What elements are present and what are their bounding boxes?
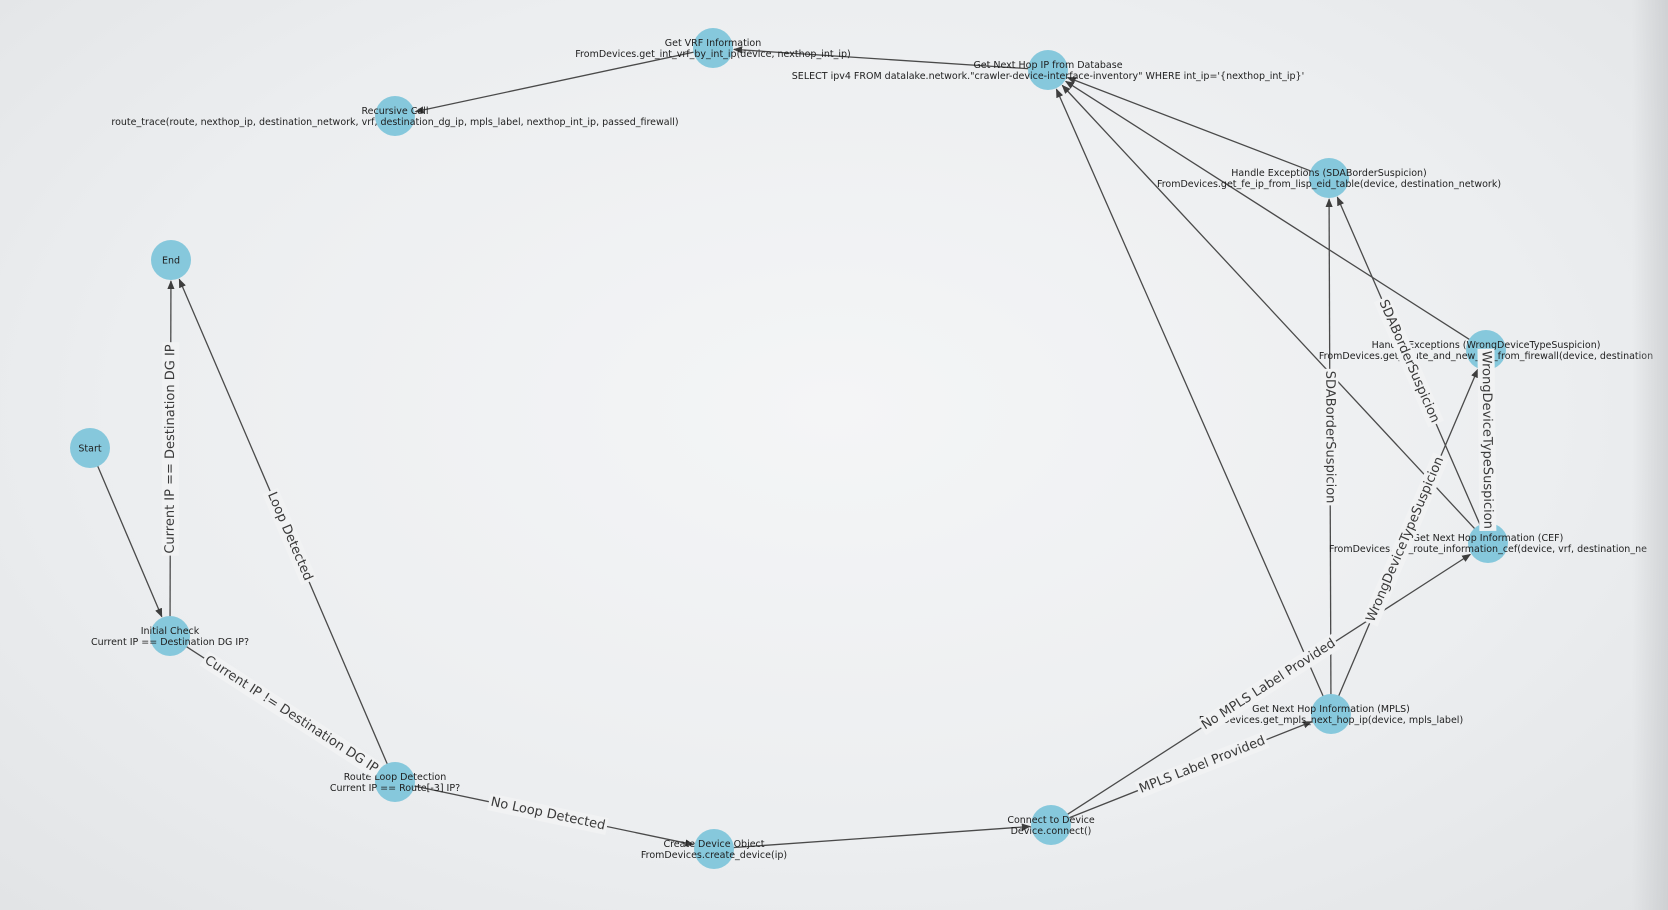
edge-label-background [1196,633,1341,736]
node-detail: FromDevices.get_int_vrf_by_int_ip(device… [575,49,850,60]
node-circle [70,428,110,468]
node-detail: route_trace(route, nexthop_ip, destinati… [111,117,678,128]
node-circle [1028,50,1068,90]
node-create-device: Create Device ObjectFromDevices.create_d… [641,829,787,869]
edge-cef-to-next-hop-db [1061,84,1476,530]
edge-label-background [199,651,384,779]
node-title: Handle Exceptions (SDABorderSuspicion) [1231,168,1427,179]
edge-label: WrongDeviceTypeSuspicion [1479,351,1496,529]
node-detail: FromDevices.get_route_information_cef(de… [1329,544,1647,555]
edge-label-background [1134,731,1270,799]
edge-label: Loop Detected [264,490,315,583]
edge-create-device-to-connect [732,823,1031,849]
node-circle [1311,694,1351,734]
node-start: Start [70,428,110,468]
node-circle [150,616,190,656]
node-title: Route Loop Detection [344,772,447,783]
edge-label-group: Current IP != Destination DG IP [199,651,384,779]
edge-label: Current IP != Destination DG IP [202,653,381,777]
edge-start-to-initial-check [96,465,163,618]
node-title: Get Next Hop IP from Database [973,60,1122,71]
edge-mpls-to-next-hop-db [1055,88,1324,697]
node-detail: SELECT ipv4 FROM datalake.network."crawl… [792,71,1304,82]
edge-label-background [1477,348,1497,532]
node-detail: Current IP == Route[-3] IP? [330,783,460,794]
node-end: End [151,240,191,280]
edge-label: SDABorderSuspicion [1322,371,1337,504]
edge-label-background [262,487,317,586]
node-circle [693,28,733,68]
node-circle [151,240,191,280]
edge-label-group: No Loop Detected [487,793,609,835]
edge-vrf-info-to-recursive [414,51,695,114]
node-title: Get VRF Information [665,38,762,49]
node-title: Connect to Device [1007,815,1095,826]
node-title: Recursive Call [362,106,429,117]
node-title: Create Device Object [663,839,764,850]
edge-label-background [1321,368,1339,506]
node-detail: FromDevices.create_device(ip) [641,850,787,861]
node-circle [375,96,415,136]
edge-wrong-dev-to-next-hop-db [1064,80,1471,341]
node-title: Get Next Hop Information (MPLS) [1252,704,1410,715]
node-circle [1468,523,1508,563]
node-circle [1309,158,1349,198]
node-circle [694,829,734,869]
node-title: Start [78,444,101,455]
node-vrf-info: Get VRF InformationFromDevices.get_int_v… [575,28,851,68]
edge-label-background [1361,452,1449,627]
edge-label-group: WrongDeviceTypeSuspicion [1477,348,1497,532]
edge-label-group: Loop Detected [262,487,317,586]
node-detail: Device.connect() [1011,826,1092,837]
edge-label: MPLS Label Provided [1137,733,1267,796]
node-title: Initial Check [141,626,200,637]
edge-label-background [487,793,609,835]
node-title: End [162,256,180,267]
edge-label: Current IP == Destination DG IP [163,344,179,554]
node-sda: Handle Exceptions (SDABorderSuspicion)Fr… [1157,158,1501,198]
node-mpls: Get Next Hop Information (MPLS)FromDevic… [1199,694,1463,734]
edge-labels-layer: Current IP == Destination DG IP Current I… [161,295,1497,835]
edge-label-group: MPLS Label Provided [1134,731,1270,799]
node-detail: FromDevices.get_mpls_next_hop_ip(device,… [1199,715,1463,726]
node-title: Handle Exceptions (WrongDeviceTypeSuspic… [1372,340,1601,351]
node-circle [375,762,415,802]
node-circle [1031,805,1071,845]
edge-next-hop-db-to-vrf-info [733,46,1030,70]
edge-sda-to-next-hop-db [1066,76,1312,172]
node-detail: Current IP == Destination DG IP? [91,637,249,648]
edge-vignette [1632,0,1668,910]
edge-label-background [161,342,180,556]
node-cef: Get Next Hop Information (CEF)FromDevice… [1329,523,1647,563]
edge-label-group: Current IP == Destination DG IP [161,342,180,556]
node-title: Get Next Hop Information (CEF) [1413,533,1564,544]
edge-label-background [1373,295,1444,428]
node-detail: FromDevices.get_fe_ip_from_lisp_eid_tabl… [1157,179,1501,190]
edge-label-group: SDABorderSuspicion [1321,368,1339,506]
